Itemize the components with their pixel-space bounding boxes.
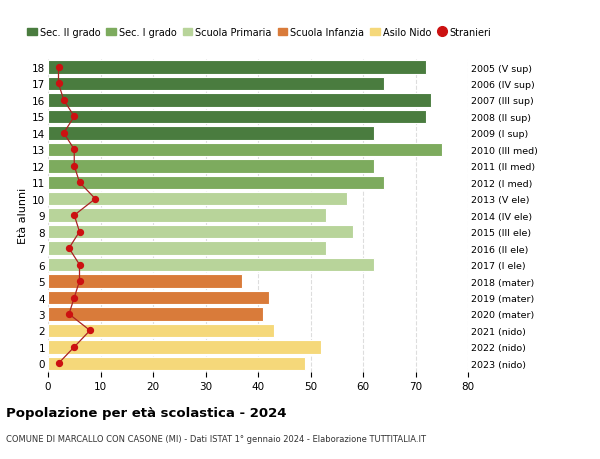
Point	[74, 261, 84, 269]
Point	[70, 343, 79, 351]
Point	[70, 146, 79, 154]
Bar	[48, 341, 321, 354]
Bar	[48, 291, 269, 305]
Point	[64, 311, 74, 318]
Bar	[48, 127, 373, 140]
Point	[91, 196, 100, 203]
Bar	[48, 111, 426, 124]
Point	[70, 212, 79, 219]
Bar	[48, 324, 274, 337]
Bar	[48, 242, 326, 255]
Bar	[48, 258, 373, 272]
Text: Popolazione per età scolastica - 2024: Popolazione per età scolastica - 2024	[6, 406, 287, 419]
Point	[70, 113, 79, 121]
Bar	[48, 357, 305, 370]
Point	[64, 245, 74, 252]
Bar	[48, 78, 384, 91]
Bar	[48, 209, 326, 223]
Bar	[48, 193, 347, 206]
Bar	[48, 308, 263, 321]
Point	[74, 278, 84, 285]
Bar	[48, 94, 431, 107]
Y-axis label: Età alunni: Età alunni	[18, 188, 28, 244]
Point	[54, 81, 64, 88]
Point	[54, 360, 64, 367]
Bar	[48, 160, 373, 173]
Point	[59, 130, 68, 137]
Bar	[48, 61, 426, 75]
Point	[70, 294, 79, 302]
Text: COMUNE DI MARCALLO CON CASONE (MI) - Dati ISTAT 1° gennaio 2024 - Elaborazione T: COMUNE DI MARCALLO CON CASONE (MI) - Dat…	[6, 434, 426, 443]
Bar	[48, 176, 384, 190]
Point	[70, 163, 79, 170]
Bar	[48, 225, 353, 239]
Bar	[48, 274, 242, 288]
Point	[85, 327, 95, 335]
Point	[74, 179, 84, 186]
Point	[54, 64, 64, 72]
Point	[59, 97, 68, 104]
Bar	[48, 143, 442, 157]
Legend: Sec. II grado, Sec. I grado, Scuola Primaria, Scuola Infanzia, Asilo Nido, Stran: Sec. II grado, Sec. I grado, Scuola Prim…	[23, 24, 495, 42]
Point	[74, 229, 84, 236]
